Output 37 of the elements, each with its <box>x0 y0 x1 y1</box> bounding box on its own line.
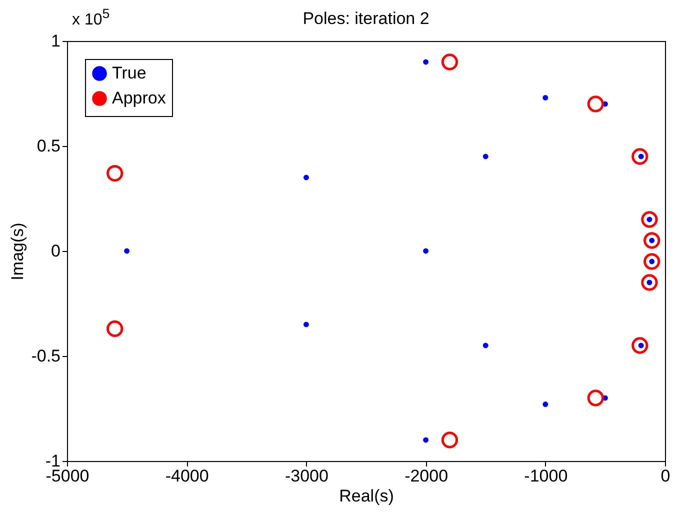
point <box>641 211 658 228</box>
point <box>542 402 548 408</box>
legend-label: True <box>112 64 146 82</box>
point <box>423 248 429 254</box>
point <box>587 390 604 406</box>
point <box>542 94 548 100</box>
x-axis-title: Real(s) <box>339 486 394 506</box>
y-tick-label: 0.5 <box>36 136 60 156</box>
y-axis-title: Imag(s) <box>8 222 28 280</box>
point <box>632 148 648 165</box>
point <box>482 154 488 160</box>
x-tick-label: -2000 <box>404 466 448 486</box>
point <box>303 322 309 328</box>
point <box>644 253 660 270</box>
point <box>106 164 124 182</box>
point <box>106 320 124 338</box>
point <box>441 54 458 70</box>
point <box>482 342 488 348</box>
text: x 10$^{5}$ <box>72 6 110 30</box>
point <box>632 337 648 354</box>
point <box>587 96 604 112</box>
point <box>124 248 130 254</box>
point <box>441 432 458 448</box>
y-tick-label: 0 <box>51 242 60 260</box>
point <box>423 437 429 443</box>
point <box>423 59 429 65</box>
x-tick-label: -3000 <box>284 466 328 486</box>
point <box>641 274 658 291</box>
x-tick-label: -4000 <box>165 466 209 486</box>
y-tick-label: -0.5 <box>31 346 60 366</box>
point <box>644 232 660 249</box>
point <box>303 174 309 180</box>
y-tick-label: 1 <box>51 32 60 50</box>
x-tick-label: -1000 <box>524 466 568 486</box>
x-tick-label: 0 <box>660 466 670 486</box>
legend-label: Approx <box>112 88 166 108</box>
chart-title: Poles: iteration 2 <box>302 9 430 28</box>
